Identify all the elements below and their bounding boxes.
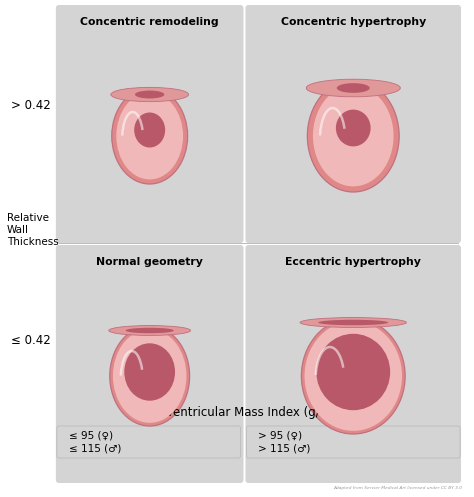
FancyBboxPatch shape [246, 245, 461, 483]
Text: > 0.42: > 0.42 [11, 98, 51, 111]
Ellipse shape [300, 318, 406, 328]
Text: Concentric hypertrophy: Concentric hypertrophy [281, 17, 426, 27]
Ellipse shape [134, 112, 165, 148]
Ellipse shape [116, 92, 183, 179]
FancyBboxPatch shape [56, 245, 244, 483]
Text: Eccentric hypertrophy: Eccentric hypertrophy [285, 257, 421, 267]
Ellipse shape [318, 320, 388, 325]
Text: > 115 (♂): > 115 (♂) [258, 443, 311, 453]
Text: Left Ventricular Mass Index (g/m²): Left Ventricular Mass Index (g/m²) [140, 406, 341, 418]
Ellipse shape [313, 85, 393, 186]
Ellipse shape [306, 79, 401, 97]
Text: ≤ 95 (♀): ≤ 95 (♀) [69, 431, 113, 441]
Ellipse shape [316, 334, 390, 410]
Text: Relative
Wall
Thickness: Relative Wall Thickness [7, 213, 59, 247]
Ellipse shape [112, 88, 188, 184]
Ellipse shape [124, 343, 175, 401]
Ellipse shape [301, 318, 405, 434]
Ellipse shape [126, 328, 174, 333]
Ellipse shape [111, 87, 189, 102]
Text: ≤ 0.42: ≤ 0.42 [11, 333, 51, 346]
Ellipse shape [113, 329, 186, 423]
Text: Adapted from Servier Medical Art licensed under CC BY 3.0: Adapted from Servier Medical Art license… [333, 486, 462, 490]
Ellipse shape [109, 326, 191, 335]
Ellipse shape [336, 110, 371, 147]
Text: Normal geometry: Normal geometry [96, 257, 203, 267]
FancyBboxPatch shape [246, 426, 460, 458]
Ellipse shape [304, 321, 402, 431]
Text: ≤ 115 (♂): ≤ 115 (♂) [69, 443, 121, 453]
FancyBboxPatch shape [246, 5, 461, 243]
Ellipse shape [307, 80, 399, 192]
Ellipse shape [337, 83, 370, 93]
Ellipse shape [110, 326, 190, 426]
FancyBboxPatch shape [57, 426, 240, 458]
Text: Concentric remodeling: Concentric remodeling [81, 17, 219, 27]
Ellipse shape [135, 90, 164, 98]
Text: > 95 (♀): > 95 (♀) [258, 431, 302, 441]
FancyBboxPatch shape [56, 5, 244, 243]
